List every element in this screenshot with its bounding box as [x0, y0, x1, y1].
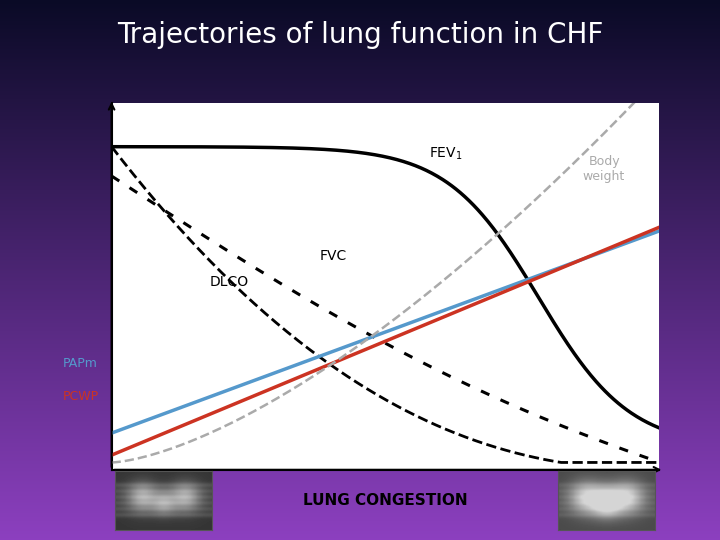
Text: FVC: FVC: [320, 249, 347, 264]
Text: PCWP: PCWP: [63, 390, 99, 403]
Text: DLCO: DLCO: [210, 275, 249, 289]
Text: LUNG CONGESTION: LUNG CONGESTION: [303, 494, 467, 508]
Text: Trajectories of lung function in CHF: Trajectories of lung function in CHF: [117, 21, 603, 49]
Text: Body
weight: Body weight: [583, 154, 625, 183]
Text: PAPm: PAPm: [63, 357, 97, 370]
Text: FEV$_1$: FEV$_1$: [429, 146, 463, 162]
